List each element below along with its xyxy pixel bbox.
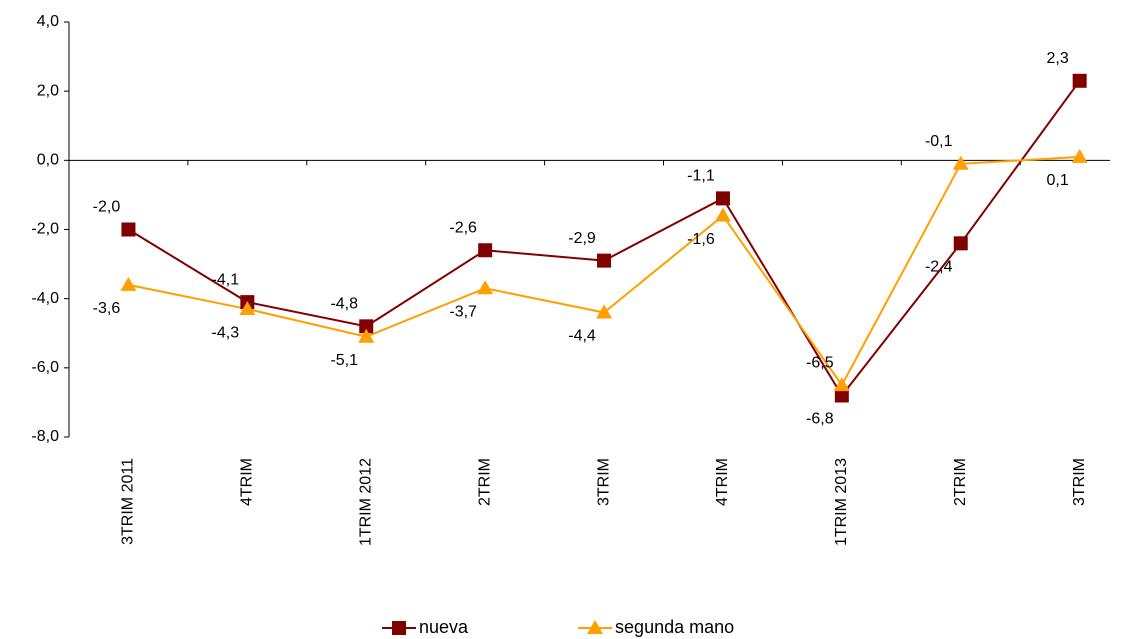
y-tick-label: 0,0 bbox=[37, 152, 59, 169]
x-tick-label: 3TRIM bbox=[1071, 458, 1088, 506]
x-tick-label: 4TRIM bbox=[239, 458, 256, 506]
legend-label: segunda mano bbox=[615, 617, 734, 637]
legend-label: nueva bbox=[419, 617, 469, 637]
point bbox=[714, 207, 731, 222]
data-label: -4,4 bbox=[568, 328, 596, 345]
data-label: -5,1 bbox=[330, 352, 358, 369]
data-label: -1,1 bbox=[687, 168, 715, 185]
data-label: -2,0 bbox=[93, 199, 121, 216]
point bbox=[239, 301, 256, 316]
point bbox=[833, 377, 850, 392]
point bbox=[952, 155, 969, 170]
data-label: -1,6 bbox=[687, 231, 715, 248]
data-label: -4,3 bbox=[212, 324, 240, 341]
data-label: -3,6 bbox=[93, 300, 121, 317]
data-label: -4,1 bbox=[212, 271, 240, 288]
y-tick-label: -2,0 bbox=[31, 221, 59, 238]
y-tick-label: -4,0 bbox=[31, 290, 59, 307]
x-tick-label: 1TRIM 2012 bbox=[357, 458, 374, 546]
data-label: -2,9 bbox=[568, 230, 596, 247]
point bbox=[834, 388, 849, 403]
point bbox=[359, 319, 374, 334]
x-tick-label: 4TRIM bbox=[714, 458, 731, 506]
point bbox=[715, 191, 730, 206]
x-tick-label: 3TRIM 2011 bbox=[120, 458, 137, 545]
data-label: -4,8 bbox=[330, 296, 358, 313]
data-label: -2,4 bbox=[925, 259, 953, 276]
y-tick-label: -8,0 bbox=[31, 428, 59, 445]
data-label: -0,1 bbox=[925, 133, 953, 150]
legend-marker bbox=[587, 620, 604, 634]
data-label: -6,5 bbox=[806, 354, 834, 371]
data-label: 0,1 bbox=[1047, 172, 1069, 189]
data-label: -6,8 bbox=[806, 411, 834, 428]
point bbox=[478, 243, 493, 258]
point bbox=[1071, 148, 1088, 163]
y-tick-label: 2,0 bbox=[37, 82, 59, 99]
x-tick-label: 2TRIM bbox=[476, 458, 493, 506]
point bbox=[477, 280, 494, 295]
point bbox=[358, 328, 375, 343]
y-tick-label: -6,0 bbox=[31, 359, 59, 376]
data-label: -3,7 bbox=[449, 304, 477, 321]
x-tick-label: 3TRIM bbox=[595, 458, 612, 506]
x-tick-label: 2TRIM bbox=[952, 458, 969, 506]
data-label: 2,3 bbox=[1047, 50, 1069, 67]
point bbox=[953, 236, 968, 251]
x-tick-label: 1TRIM 2013 bbox=[833, 458, 850, 546]
point bbox=[121, 222, 136, 237]
series-line bbox=[127, 80, 1081, 398]
point bbox=[596, 304, 613, 319]
point bbox=[120, 276, 137, 291]
y-tick-label: 4,0 bbox=[37, 13, 59, 30]
point bbox=[1072, 73, 1087, 88]
point bbox=[597, 253, 612, 268]
data-label: -2,6 bbox=[449, 219, 477, 236]
legend-marker bbox=[392, 621, 406, 635]
